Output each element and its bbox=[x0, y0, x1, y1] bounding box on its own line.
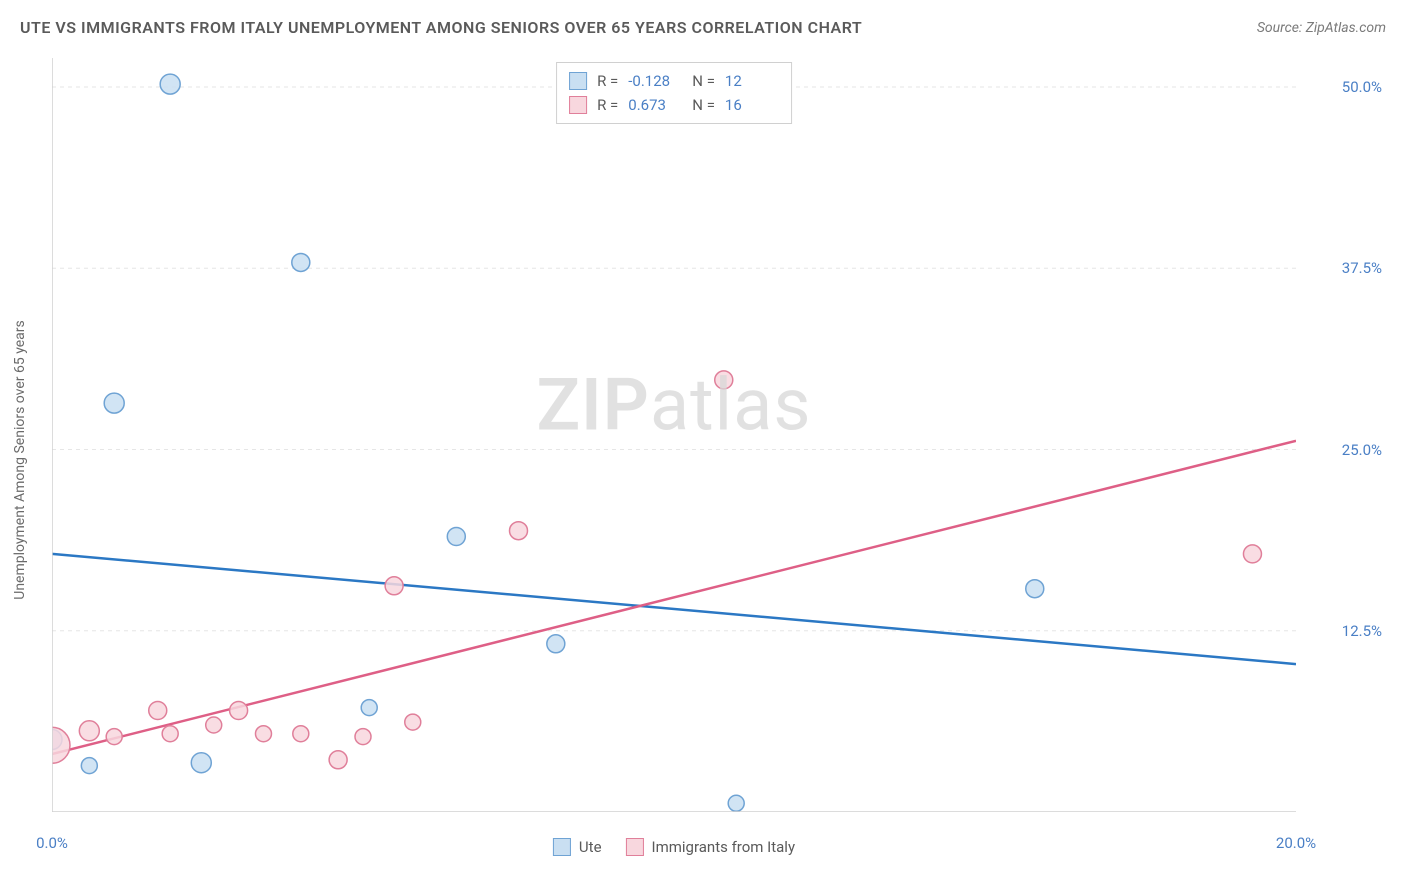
legend-correlation-row: R =-0.128N =12 bbox=[569, 69, 779, 93]
y-tick-label: 50.0% bbox=[1302, 78, 1382, 96]
legend-series-label: Immigrants from Italy bbox=[652, 838, 796, 856]
legend-swatch bbox=[569, 96, 587, 114]
x-tick-label: 20.0% bbox=[1276, 834, 1316, 852]
y-tick-label: 12.5% bbox=[1302, 622, 1382, 640]
scatter-plot-svg bbox=[52, 58, 1296, 812]
plot-region: ZIPatlas R =-0.128N =12R =0.673N =16 Ute… bbox=[52, 58, 1296, 812]
y-tick-label: 25.0% bbox=[1302, 441, 1382, 459]
chart-source: Source: ZipAtlas.com bbox=[1257, 20, 1386, 36]
legend-series-item: Ute bbox=[553, 838, 602, 856]
series-legend: Ute Immigrants from Italy bbox=[553, 838, 795, 856]
legend-correlation-row: R =0.673N =16 bbox=[569, 93, 779, 117]
y-tick-label: 37.5% bbox=[1302, 259, 1382, 277]
chart-title: UTE VS IMMIGRANTS FROM ITALY UNEMPLOYMEN… bbox=[20, 18, 862, 37]
legend-swatch bbox=[626, 838, 644, 856]
y-axis-label: Unemployment Among Seniors over 65 years bbox=[12, 320, 28, 600]
x-tick-label: 0.0% bbox=[36, 834, 68, 852]
legend-series-label: Ute bbox=[579, 838, 602, 856]
legend-series-item: Immigrants from Italy bbox=[626, 838, 796, 856]
correlation-legend: R =-0.128N =12R =0.673N =16 bbox=[556, 62, 792, 124]
legend-swatch bbox=[569, 72, 587, 90]
chart-area: Unemployment Among Seniors over 65 years… bbox=[34, 58, 1386, 862]
legend-swatch bbox=[553, 838, 571, 856]
chart-header: UTE VS IMMIGRANTS FROM ITALY UNEMPLOYMEN… bbox=[20, 18, 1386, 37]
